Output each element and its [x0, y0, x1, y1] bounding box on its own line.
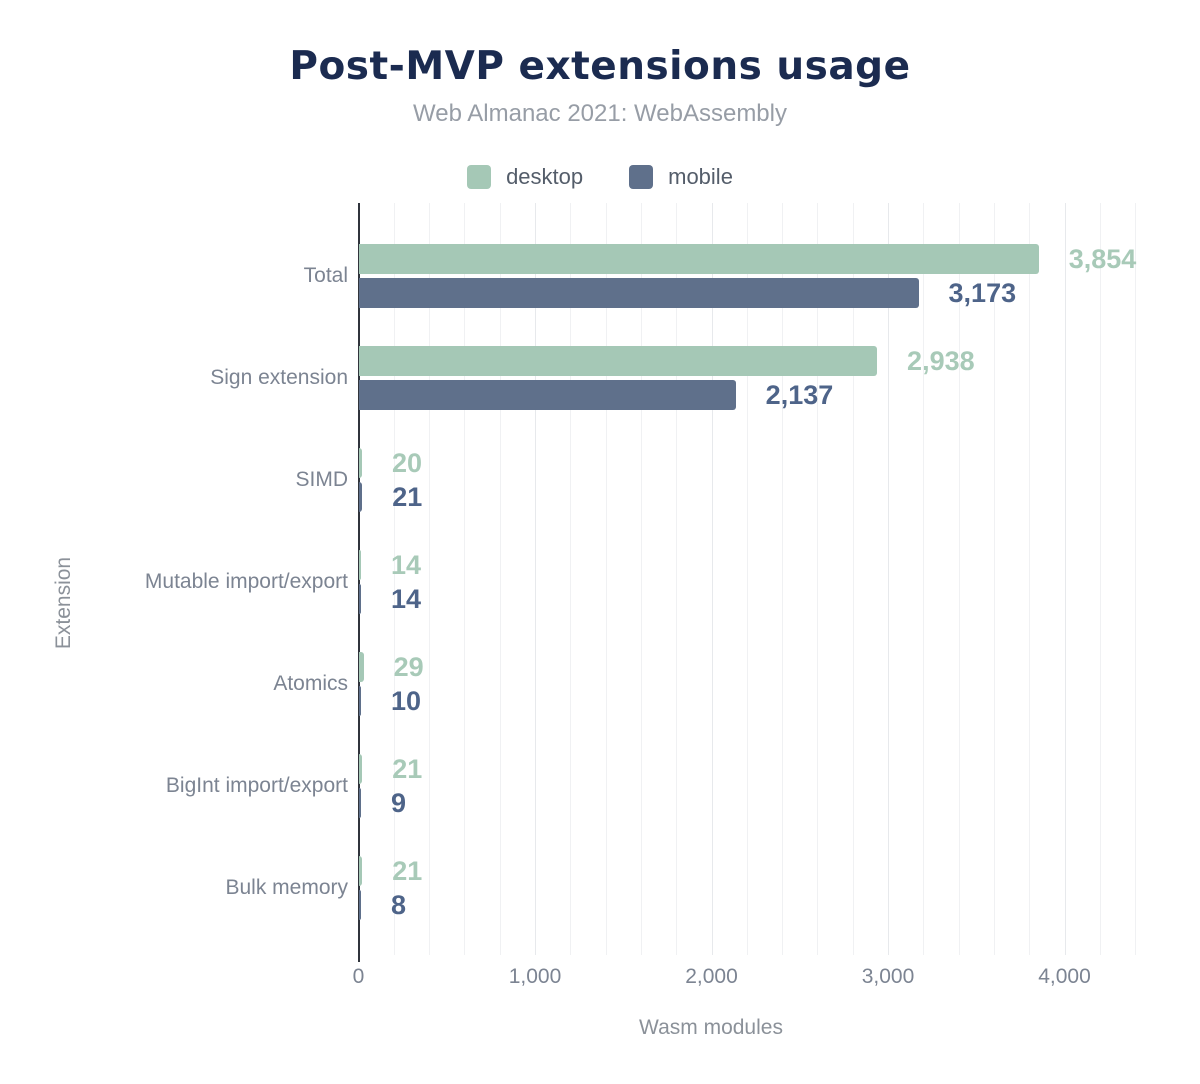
bar-mobile-mutable-import-export[interactable]: [358, 584, 361, 614]
value-label-desktop-bigint-import-export: 21: [392, 754, 423, 784]
bar-desktop-sign-extension[interactable]: [358, 346, 878, 376]
value-label-mobile-bulk-memory: 8: [391, 890, 407, 920]
bar-desktop-atomics[interactable]: [358, 652, 364, 682]
bar-mobile-total[interactable]: [358, 278, 919, 308]
value-label-mobile-simd: 21: [392, 482, 423, 512]
gridline: [817, 203, 819, 955]
gridline: [923, 203, 925, 955]
gridline: [535, 203, 536, 955]
gridline: [711, 203, 713, 955]
gridline: [393, 203, 395, 955]
gridline: [958, 203, 960, 955]
gridline: [1029, 203, 1031, 955]
category-label-atomics: Atomics: [273, 672, 348, 695]
bar-desktop-simd[interactable]: [358, 448, 363, 478]
category-label-sign-extension: Sign extension: [210, 366, 348, 389]
category-label-simd: SIMD: [295, 468, 349, 491]
mobile-swatch-icon: [629, 165, 654, 189]
gridline: [1099, 203, 1101, 955]
value-label-mobile-atomics: 10: [391, 686, 422, 716]
legend-label-mobile: mobile: [668, 164, 733, 189]
category-label-bigint-import-export: BigInt import/export: [165, 774, 348, 797]
value-label-mobile-total: 3,173: [948, 278, 1017, 308]
desktop-swatch-icon: [467, 165, 492, 189]
chart-title: Post-MVP extensions usage: [289, 44, 911, 89]
value-label-desktop-mutable-import-export: 14: [391, 550, 422, 580]
gridline: [676, 203, 678, 955]
category-label-mutable-import-export: Mutable import/export: [144, 570, 348, 593]
bar-desktop-total[interactable]: [358, 244, 1039, 274]
gridline: [852, 203, 854, 955]
gridline: [570, 203, 572, 955]
value-label-mobile-mutable-import-export: 14: [391, 584, 422, 614]
legend-item-desktop[interactable]: desktop: [467, 164, 583, 190]
category-label-bulk-memory: Bulk memory: [225, 876, 348, 899]
gridline: [782, 203, 784, 955]
gridline: [499, 203, 501, 955]
bar-desktop-mutable-import-export[interactable]: [358, 550, 361, 580]
value-label-mobile-bigint-import-export: 9: [391, 788, 407, 818]
value-label-mobile-sign-extension: 2,137: [765, 380, 834, 410]
x-tick-1-000: 1,000: [508, 965, 562, 988]
value-label-desktop-simd: 20: [392, 448, 423, 478]
x-axis-title: Wasm modules: [639, 1016, 783, 1039]
gridline: [993, 203, 995, 955]
value-label-desktop-bulk-memory: 21: [392, 856, 423, 886]
legend: desktop mobile: [0, 164, 1200, 190]
bar-mobile-sign-extension[interactable]: [358, 380, 736, 410]
bar-desktop-bulk-memory[interactable]: [358, 856, 363, 886]
bar-desktop-bigint-import-export[interactable]: [358, 754, 363, 784]
bar-mobile-bigint-import-export[interactable]: [358, 788, 361, 818]
bar-mobile-bulk-memory[interactable]: [358, 890, 361, 920]
x-tick-0: 0: [352, 965, 365, 988]
y-axis-line: [357, 203, 360, 962]
chart-subtitle: Web Almanac 2021: WebAssembly: [413, 100, 787, 127]
gridline: [640, 203, 642, 955]
value-label-desktop-atomics: 29: [393, 652, 424, 682]
x-tick-2-000: 2,000: [685, 965, 738, 988]
category-label-total: Total: [303, 264, 348, 287]
x-tick-3-000: 3,000: [861, 965, 915, 988]
x-tick-4-000: 4,000: [1038, 965, 1091, 988]
bar-mobile-simd[interactable]: [358, 482, 363, 512]
gridline: [605, 203, 607, 955]
legend-label-desktop: desktop: [506, 164, 584, 189]
gridline: [464, 203, 466, 955]
gridline: [888, 203, 889, 955]
bar-mobile-atomics[interactable]: [358, 686, 361, 716]
gridline: [1064, 203, 1066, 955]
gridline: [1135, 203, 1137, 955]
gridline: [746, 203, 748, 955]
value-label-desktop-sign-extension: 2,938: [907, 346, 975, 376]
y-axis-title: Extension: [52, 556, 75, 650]
legend-item-mobile[interactable]: mobile: [629, 164, 733, 190]
value-label-desktop-total: 3,854: [1068, 244, 1137, 274]
gridline: [429, 203, 431, 955]
